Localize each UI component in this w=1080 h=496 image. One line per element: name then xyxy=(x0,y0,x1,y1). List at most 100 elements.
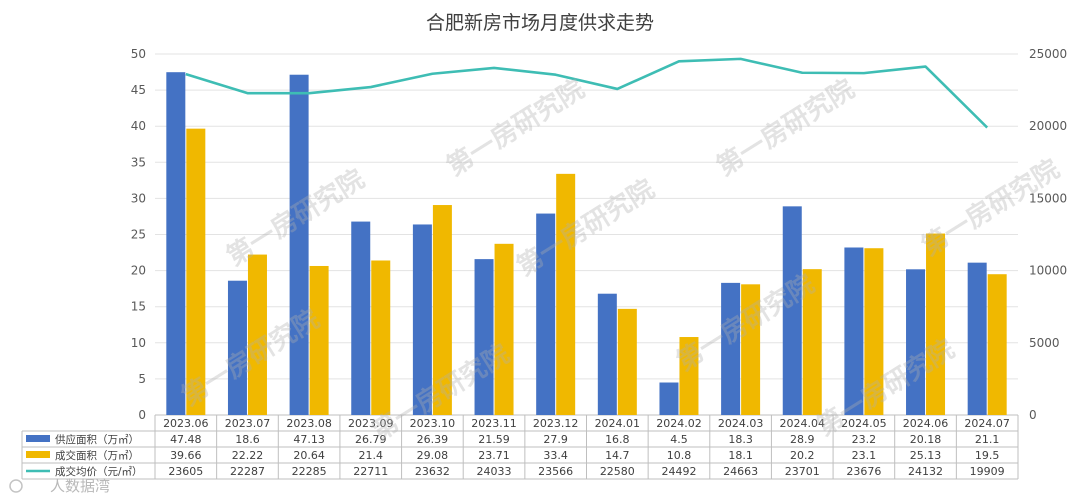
watermark-text: 第一房研究院 xyxy=(916,153,1065,262)
table-cell: 14.7 xyxy=(605,449,630,462)
table-cell: 23.71 xyxy=(478,449,510,462)
supply-bar xyxy=(536,213,556,415)
table-cell: 23701 xyxy=(785,465,820,478)
table-cell: 22580 xyxy=(600,465,635,478)
category-label: 2024.01 xyxy=(595,417,641,430)
table-cell: 39.66 xyxy=(170,449,202,462)
left-tick-label: 50 xyxy=(131,47,146,61)
right-tick-label: 0 xyxy=(1029,408,1037,422)
category-label: 2023.07 xyxy=(225,417,271,430)
right-tick-label: 20000 xyxy=(1029,119,1067,133)
table-cell: 25.13 xyxy=(910,449,942,462)
table-cell: 21.4 xyxy=(359,449,384,462)
left-tick-label: 0 xyxy=(138,408,146,422)
table-cell: 22.22 xyxy=(232,449,264,462)
right-axis: 0 5000 10000 15000 20000 25000 xyxy=(1029,47,1067,422)
brand-logo-icon xyxy=(9,479,23,493)
brand-name: 人数据湾 xyxy=(50,477,110,495)
table-cell: 23632 xyxy=(415,465,450,478)
category-label: 2023.06 xyxy=(163,417,209,430)
supply-bar xyxy=(227,280,247,415)
table-cell: 20.2 xyxy=(790,449,815,462)
table-cell: 16.8 xyxy=(605,433,630,446)
category-label: 2023.08 xyxy=(286,417,332,430)
table-cell: 22285 xyxy=(292,465,327,478)
right-tick-label: 5000 xyxy=(1029,336,1060,350)
table-cell: 47.13 xyxy=(293,433,325,446)
table-cell: 23605 xyxy=(168,465,203,478)
table-cell: 21.59 xyxy=(478,433,510,446)
table-cell: 24132 xyxy=(908,465,943,478)
supply-bar xyxy=(659,382,679,415)
watermark-text: 第一房研究院 xyxy=(511,173,660,282)
category-label: 2023.11 xyxy=(471,417,517,430)
supply-bar xyxy=(351,221,371,415)
left-tick-label: 10 xyxy=(131,336,146,350)
table-cell: 27.9 xyxy=(543,433,568,446)
legend-swatch xyxy=(26,435,50,442)
right-tick-label: 15000 xyxy=(1029,191,1067,205)
table-cell: 18.1 xyxy=(728,449,753,462)
deal-bar xyxy=(741,284,761,415)
supply-bar xyxy=(412,224,432,415)
left-axis: 0 5 10 15 20 25 30 35 40 45 50 xyxy=(131,47,146,422)
left-tick-label: 30 xyxy=(131,191,146,205)
table-cell: 24663 xyxy=(723,465,758,478)
table-cell: 24033 xyxy=(477,465,512,478)
legend-label: 供应面积（万㎡） xyxy=(55,433,139,446)
price-line xyxy=(185,57,989,129)
table-cell: 47.48 xyxy=(170,433,202,446)
data-table: 2023.06 2023.07 2023.08 2023.09 2023.10 2023.… xyxy=(21,415,1019,480)
supply-bar xyxy=(474,259,494,415)
supply-bar xyxy=(782,206,802,415)
table-cell: 24492 xyxy=(661,465,696,478)
supply-bar xyxy=(906,269,926,415)
deal-bar xyxy=(556,173,576,415)
left-tick-label: 25 xyxy=(131,228,146,242)
table-cell: 18.3 xyxy=(728,433,753,446)
table-cell: 19.5 xyxy=(975,449,1000,462)
table-cell: 21.1 xyxy=(975,433,1000,446)
chart-title: 合肥新房市场月度供求走势 xyxy=(426,12,654,34)
deal-bar xyxy=(926,233,946,415)
bars xyxy=(166,72,1007,416)
deal-bar xyxy=(247,254,267,415)
legend-label: 成交均价（元/㎡） xyxy=(55,465,143,478)
category-label: 2023.09 xyxy=(348,417,394,430)
category-label: 2024.04 xyxy=(780,417,826,430)
table-cell: 18.6 xyxy=(235,433,260,446)
table-cell: 23.1 xyxy=(852,449,877,462)
table-cell: 23.2 xyxy=(852,433,877,446)
table-cell: 20.18 xyxy=(910,433,942,446)
deal-bar xyxy=(617,308,637,415)
price-line-path xyxy=(185,57,989,129)
legend-swatch xyxy=(26,451,50,458)
right-tick-label: 10000 xyxy=(1029,264,1067,278)
deal-bar xyxy=(864,248,884,415)
left-tick-label: 20 xyxy=(131,264,146,278)
supply-bar xyxy=(844,247,864,415)
deal-bar xyxy=(679,337,699,415)
table-cell: 22711 xyxy=(353,465,388,478)
table-cell: 28.9 xyxy=(790,433,815,446)
category-label: 2024.07 xyxy=(964,417,1010,430)
table-cell: 26.79 xyxy=(355,433,387,446)
table-cell: 23566 xyxy=(538,465,573,478)
left-tick-label: 40 xyxy=(131,119,146,133)
supply-bar xyxy=(166,72,186,415)
table-cell: 20.64 xyxy=(293,449,325,462)
table-cell: 22287 xyxy=(230,465,265,478)
category-label: 2024.06 xyxy=(903,417,949,430)
supply-bar xyxy=(967,262,987,415)
category-label: 2024.05 xyxy=(841,417,887,430)
left-tick-label: 15 xyxy=(131,300,146,314)
supply-bar xyxy=(721,282,741,415)
legend-label: 成交面积（万㎡） xyxy=(55,449,139,462)
deal-bar xyxy=(309,265,329,415)
category-label: 2024.03 xyxy=(718,417,764,430)
table-cell: 4.5 xyxy=(670,433,688,446)
category-label: 2023.10 xyxy=(410,417,456,430)
deal-bar xyxy=(802,269,822,415)
table-cell: 33.4 xyxy=(543,449,568,462)
